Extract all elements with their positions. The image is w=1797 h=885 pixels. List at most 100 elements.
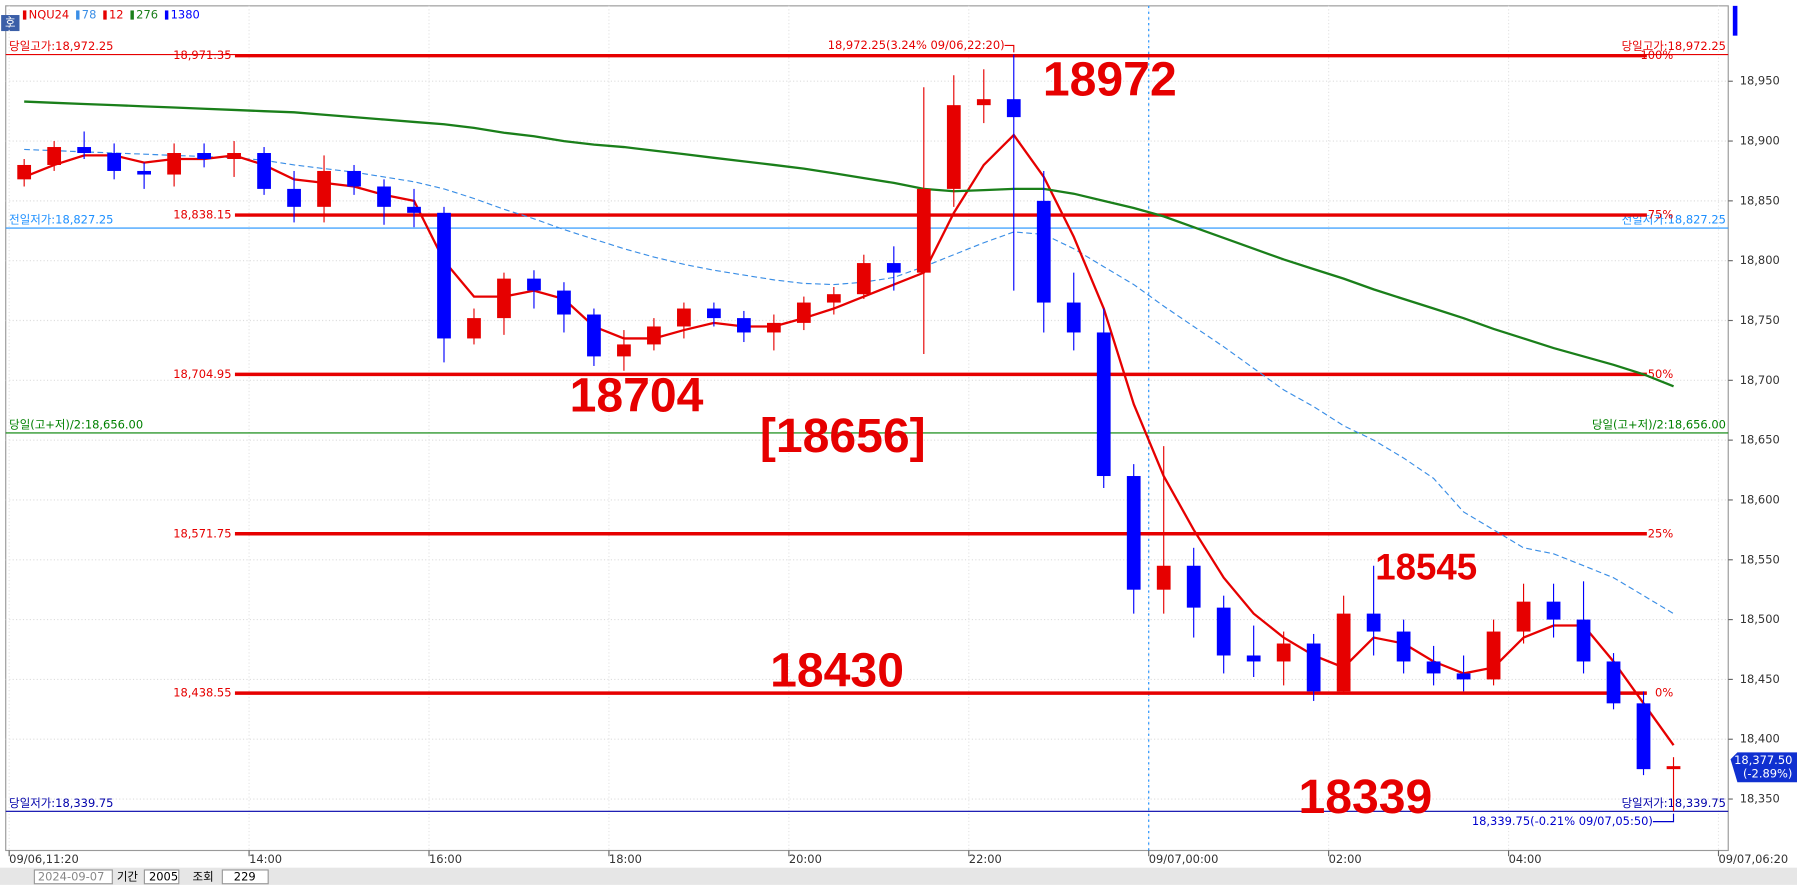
candle-body — [1096, 332, 1111, 477]
ma-line — [24, 100, 1674, 388]
candle-body — [1156, 565, 1171, 590]
candle-body — [856, 263, 871, 295]
legend-label: 78 — [82, 8, 97, 22]
period-label: 기간 — [117, 869, 139, 883]
candle-body — [587, 314, 601, 357]
annotation: 18545 — [1375, 546, 1477, 587]
price-tag-change: (-2.89%) — [1743, 767, 1792, 781]
date-input[interactable] — [33, 869, 113, 885]
candle-body — [1276, 643, 1291, 662]
candle-body — [377, 186, 391, 207]
ref-label-left: 당일고가:18,972.25 — [9, 39, 113, 53]
ref-label-right: 당일(고+저)/2:18,656.00 — [1592, 417, 1726, 431]
y-tick-label: 18,750 — [1740, 313, 1780, 327]
fib-pct-label: 50% — [1648, 367, 1674, 381]
period-input[interactable] — [143, 869, 180, 885]
ref-label-left: 당일저가:18,339.75 — [9, 796, 113, 810]
candle-body — [317, 170, 331, 207]
annotation: [18656] — [760, 409, 926, 463]
candle-body — [796, 302, 811, 323]
ma-line — [24, 148, 1674, 615]
fib-value-label: 18,438.55 — [173, 686, 231, 700]
ref-label-right: 당일고가:18,972.25 — [1622, 39, 1726, 53]
y-tick-label: 18,550 — [1740, 552, 1780, 566]
candle-body — [1036, 200, 1051, 303]
annotation: 18430 — [770, 644, 904, 698]
date-input-text[interactable]: 2024-09-07 — [38, 869, 105, 883]
candle-body — [1216, 607, 1231, 656]
period-input-text[interactable]: 2005 — [149, 869, 178, 883]
low-marker-arrow — [1652, 813, 1675, 823]
high-marker: 18,972.25(3.24% 09/06,22:20) — [828, 38, 1005, 52]
high-marker-arrow — [1004, 44, 1015, 53]
candle-body — [137, 170, 151, 175]
candle-body — [1576, 619, 1591, 662]
candle-body — [1246, 655, 1261, 662]
x-tick-label: 14:00 — [249, 852, 282, 866]
y-tick-label: 18,450 — [1740, 672, 1780, 686]
candle-body — [946, 105, 961, 189]
x-tick-label: 09/07,00:00 — [1149, 852, 1219, 866]
fib-value-label: 18,571.75 — [173, 526, 231, 540]
candle-body — [1306, 643, 1321, 692]
candle-body — [1546, 601, 1561, 620]
candle-body — [1486, 631, 1501, 680]
legend-label: 1380 — [171, 8, 200, 22]
corner-button-label[interactable]: 호 — [5, 16, 16, 30]
toolbar — [0, 867, 1797, 885]
fib-pct-label: 100% — [1640, 48, 1673, 62]
x-tick-label: 04:00 — [1509, 852, 1542, 866]
x-tick-label: 09/06,11:20 — [9, 852, 79, 866]
legend-label: NQU24 — [29, 8, 70, 22]
candle-body — [826, 294, 841, 303]
candle-body — [617, 344, 631, 357]
count-input[interactable] — [221, 869, 269, 885]
legend-label: 276 — [136, 8, 158, 22]
count-input-text[interactable]: 229 — [234, 869, 256, 883]
y-tick-label: 18,800 — [1740, 253, 1780, 267]
y-tick-label: 18,700 — [1740, 373, 1780, 387]
query-button[interactable]: 조회 — [193, 869, 214, 883]
fib-value-label: 18,704.95 — [173, 367, 231, 381]
candle-body — [407, 206, 421, 213]
candle-body — [1126, 476, 1141, 590]
low-marker: 18,339.75(-0.21% 09/07,05:50) — [1472, 814, 1653, 828]
price-tag — [1730, 752, 1797, 783]
candle-body — [1666, 766, 1681, 770]
legend-swatch — [76, 10, 80, 20]
legend-swatch — [164, 10, 169, 20]
x-tick-label: 16:00 — [429, 852, 462, 866]
y-tick-label: 18,600 — [1740, 492, 1780, 506]
ref-label-right: 전일저가:18,827.25 — [1622, 213, 1726, 227]
candle-body — [347, 170, 361, 187]
plot-frame — [5, 5, 1729, 852]
annotation: 18972 — [1043, 52, 1177, 106]
y-tick-label: 18,500 — [1740, 612, 1780, 626]
candle-body — [47, 147, 62, 165]
corner-button[interactable] — [1, 15, 20, 32]
candle-body — [1186, 565, 1201, 608]
candle-body — [737, 318, 751, 333]
candle-body — [527, 278, 541, 291]
candle-body — [107, 153, 122, 171]
x-tick-label: 20:00 — [789, 852, 822, 866]
candle-body — [167, 153, 181, 175]
candle-body — [437, 212, 451, 339]
fib-value-label: 18,971.35 — [173, 48, 231, 62]
candle-body — [1606, 661, 1621, 704]
y-tick-label: 18,850 — [1740, 193, 1780, 207]
candle-body — [916, 188, 931, 273]
candle-body — [1366, 613, 1381, 632]
x-tick-label: 22:00 — [969, 852, 1002, 866]
candle-body — [287, 188, 301, 207]
x-tick-label: 18:00 — [609, 852, 642, 866]
annotation: 18339 — [1298, 770, 1432, 824]
x-tick-label: 09/07,06:20 — [1718, 852, 1788, 866]
candle-body — [467, 318, 481, 339]
candle-body — [557, 290, 571, 315]
x-tick-label: 02:00 — [1329, 852, 1362, 866]
candle-body — [1006, 99, 1021, 118]
candle-body — [1396, 631, 1411, 662]
fib-pct-label: 25% — [1648, 526, 1674, 540]
